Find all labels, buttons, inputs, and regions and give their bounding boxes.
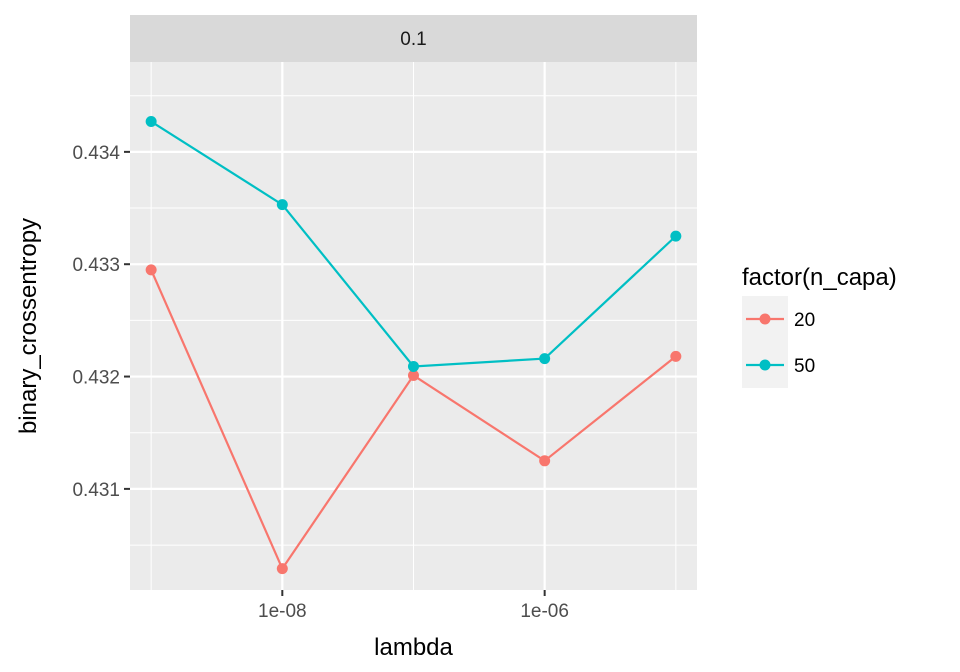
data-point-20 <box>407 369 419 381</box>
grid-minor <box>130 62 697 590</box>
data-point-50 <box>539 353 551 365</box>
data-point-50 <box>276 199 288 211</box>
series-layer <box>145 116 682 575</box>
x-axis: 1e-08 1e-06 <box>258 590 569 622</box>
legend-label: 50 <box>794 356 815 377</box>
data-point-20 <box>145 264 157 276</box>
legend-label: 20 <box>794 310 815 331</box>
x-tick-label: 1e-06 <box>520 601 569 622</box>
x-tick-label: 1e-08 <box>258 601 307 622</box>
y-tick-label: 0.434 <box>72 143 120 164</box>
data-point-50 <box>407 360 419 372</box>
data-point-50 <box>145 116 157 128</box>
x-axis-title: lambda <box>374 634 453 661</box>
data-point-50 <box>670 230 682 242</box>
facet-strip-label: 0.1 <box>400 29 426 50</box>
y-tick-label: 0.432 <box>72 368 120 389</box>
data-point-20 <box>539 455 551 467</box>
y-axis: 0.431 0.432 0.433 0.434 <box>72 143 130 501</box>
facet-strip <box>130 15 697 62</box>
legend-key-point <box>759 359 771 371</box>
data-point-20 <box>670 350 682 362</box>
y-tick-label: 0.433 <box>72 255 120 276</box>
y-axis-title: binary_crossentropy <box>15 218 42 434</box>
legend-key-point <box>759 313 771 325</box>
legend-title: factor(n_capa) <box>742 264 897 291</box>
data-point-20 <box>276 563 288 575</box>
y-tick-label: 0.431 <box>72 480 120 501</box>
